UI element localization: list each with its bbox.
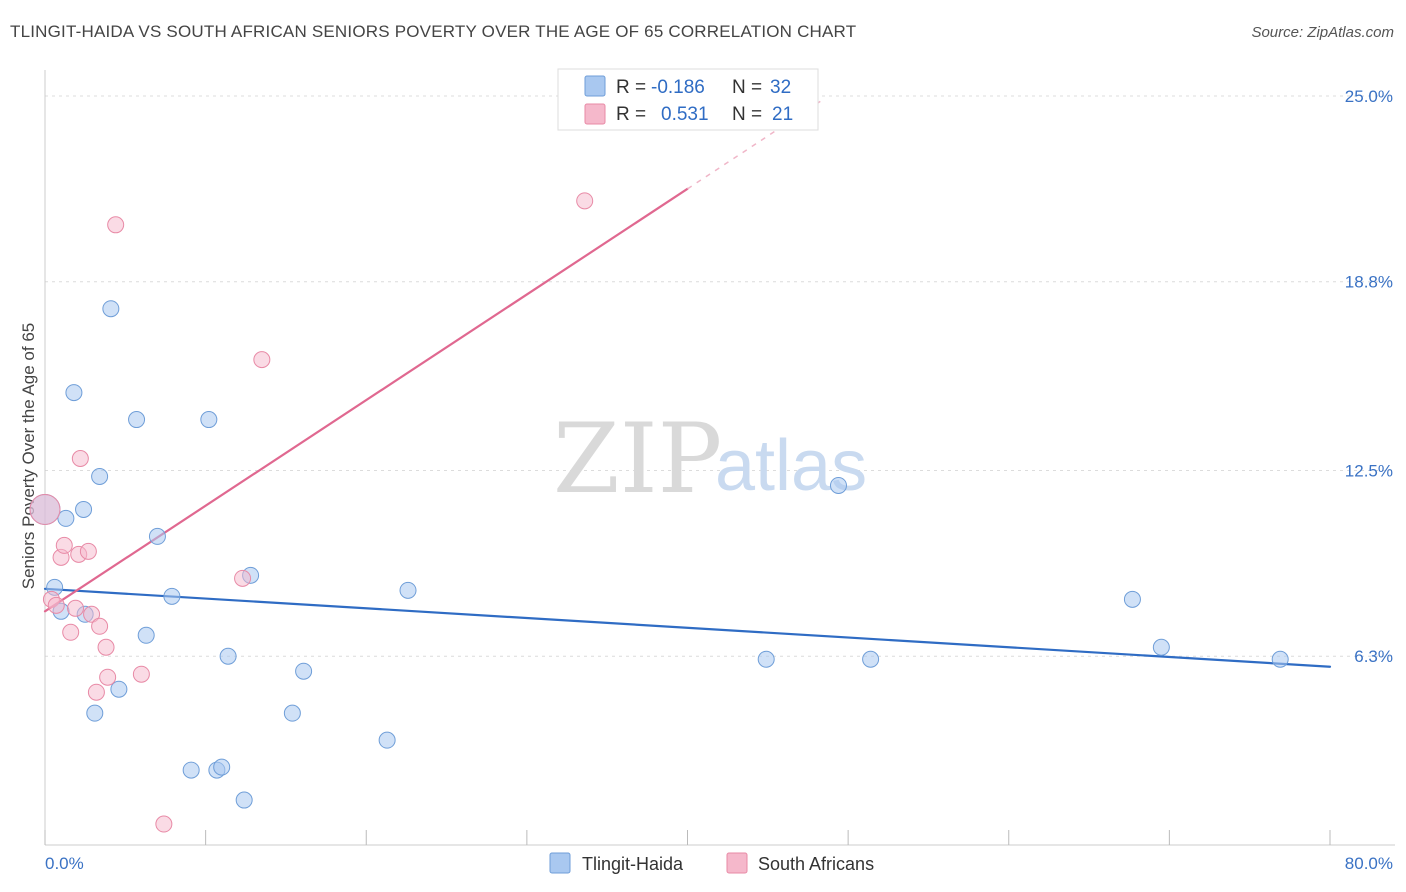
data-point	[62, 623, 80, 641]
legend-n-value: 32	[770, 77, 791, 98]
x-tick-label: 80.0%	[1345, 854, 1393, 873]
data-point	[75, 500, 93, 518]
data-point	[182, 761, 200, 779]
trend-line	[43, 187, 689, 613]
data-point	[1123, 590, 1141, 608]
data-point	[65, 384, 83, 402]
legend-r-label: R =	[616, 77, 646, 98]
data-point	[1271, 650, 1289, 668]
data-point	[234, 569, 252, 587]
data-point	[67, 599, 85, 617]
data-point	[102, 300, 120, 318]
data-point	[128, 411, 146, 429]
data-point	[163, 587, 181, 605]
legend-r-value: -0.186	[651, 77, 705, 98]
data-point	[399, 581, 417, 599]
data-point	[29, 493, 61, 525]
legend-n-label: N =	[732, 77, 762, 98]
data-point	[295, 662, 313, 680]
data-point	[283, 704, 301, 722]
watermark: ZIP atlas	[553, 403, 867, 515]
axes	[44, 70, 1395, 846]
x-tick-label: 0.0%	[45, 854, 84, 873]
y-tick-label: 25.0%	[1345, 87, 1393, 106]
watermark-atlas: atlas	[715, 426, 867, 506]
data-point	[137, 626, 155, 644]
data-point	[148, 527, 166, 545]
data-point	[155, 815, 173, 833]
series-legend: Tlingit-Haida South Africans	[549, 852, 874, 874]
y-tick-label: 12.5%	[1345, 461, 1393, 480]
data-point	[47, 596, 65, 614]
data-point	[97, 638, 115, 656]
data-point	[107, 216, 125, 234]
watermark-zip: ZIP	[553, 403, 722, 515]
legend-r-value: 0.531	[661, 104, 709, 125]
series-legend-swatch	[726, 852, 748, 874]
series-legend-label: South Africans	[758, 854, 874, 874]
data-point	[829, 476, 847, 494]
y-tick-label: 6.3%	[1354, 647, 1393, 666]
legend-swatch-south-african	[584, 103, 606, 125]
data-point	[235, 791, 253, 809]
data-point	[71, 450, 89, 468]
data-point	[86, 704, 104, 722]
data-point	[757, 650, 775, 668]
data-point	[87, 683, 105, 701]
data-point	[219, 647, 237, 665]
data-point	[83, 605, 101, 623]
data-point	[213, 758, 231, 776]
data-point	[79, 542, 97, 560]
data-point	[91, 617, 109, 635]
data-point	[1152, 638, 1170, 656]
legend-n-label: N =	[732, 104, 762, 125]
data-point	[200, 411, 218, 429]
data-point	[99, 668, 117, 686]
data-point	[378, 731, 396, 749]
series-legend-label: Tlingit-Haida	[582, 854, 684, 874]
data-point	[91, 467, 109, 485]
source-credit: Source: ZipAtlas.com	[1251, 24, 1394, 41]
legend-r-label: R =	[616, 104, 646, 125]
series-legend-swatch	[549, 852, 571, 874]
data-point	[862, 650, 880, 668]
y-tick-label: 18.8%	[1345, 273, 1393, 292]
data-point	[576, 192, 594, 210]
data-point	[253, 351, 271, 369]
legend: R = -0.186 N = 32 R = 0.531 N = 21	[557, 68, 819, 131]
tick-labels: 6.3% 12.5% 18.8% 25.0% 0.0% 80.0%	[45, 87, 1393, 873]
trend-line	[43, 587, 1332, 668]
data-point	[55, 536, 73, 554]
data-point	[110, 680, 128, 698]
y-axis-label: Seniors Poverty Over the Age of 65	[19, 323, 38, 589]
data-point	[57, 509, 75, 527]
data-points	[29, 192, 1289, 833]
chart-title: TLINGIT-HAIDA VS SOUTH AFRICAN SENIORS P…	[10, 22, 857, 41]
legend-n-value: 21	[772, 104, 793, 125]
data-point	[132, 665, 150, 683]
legend-swatch-tlingit	[584, 75, 606, 97]
